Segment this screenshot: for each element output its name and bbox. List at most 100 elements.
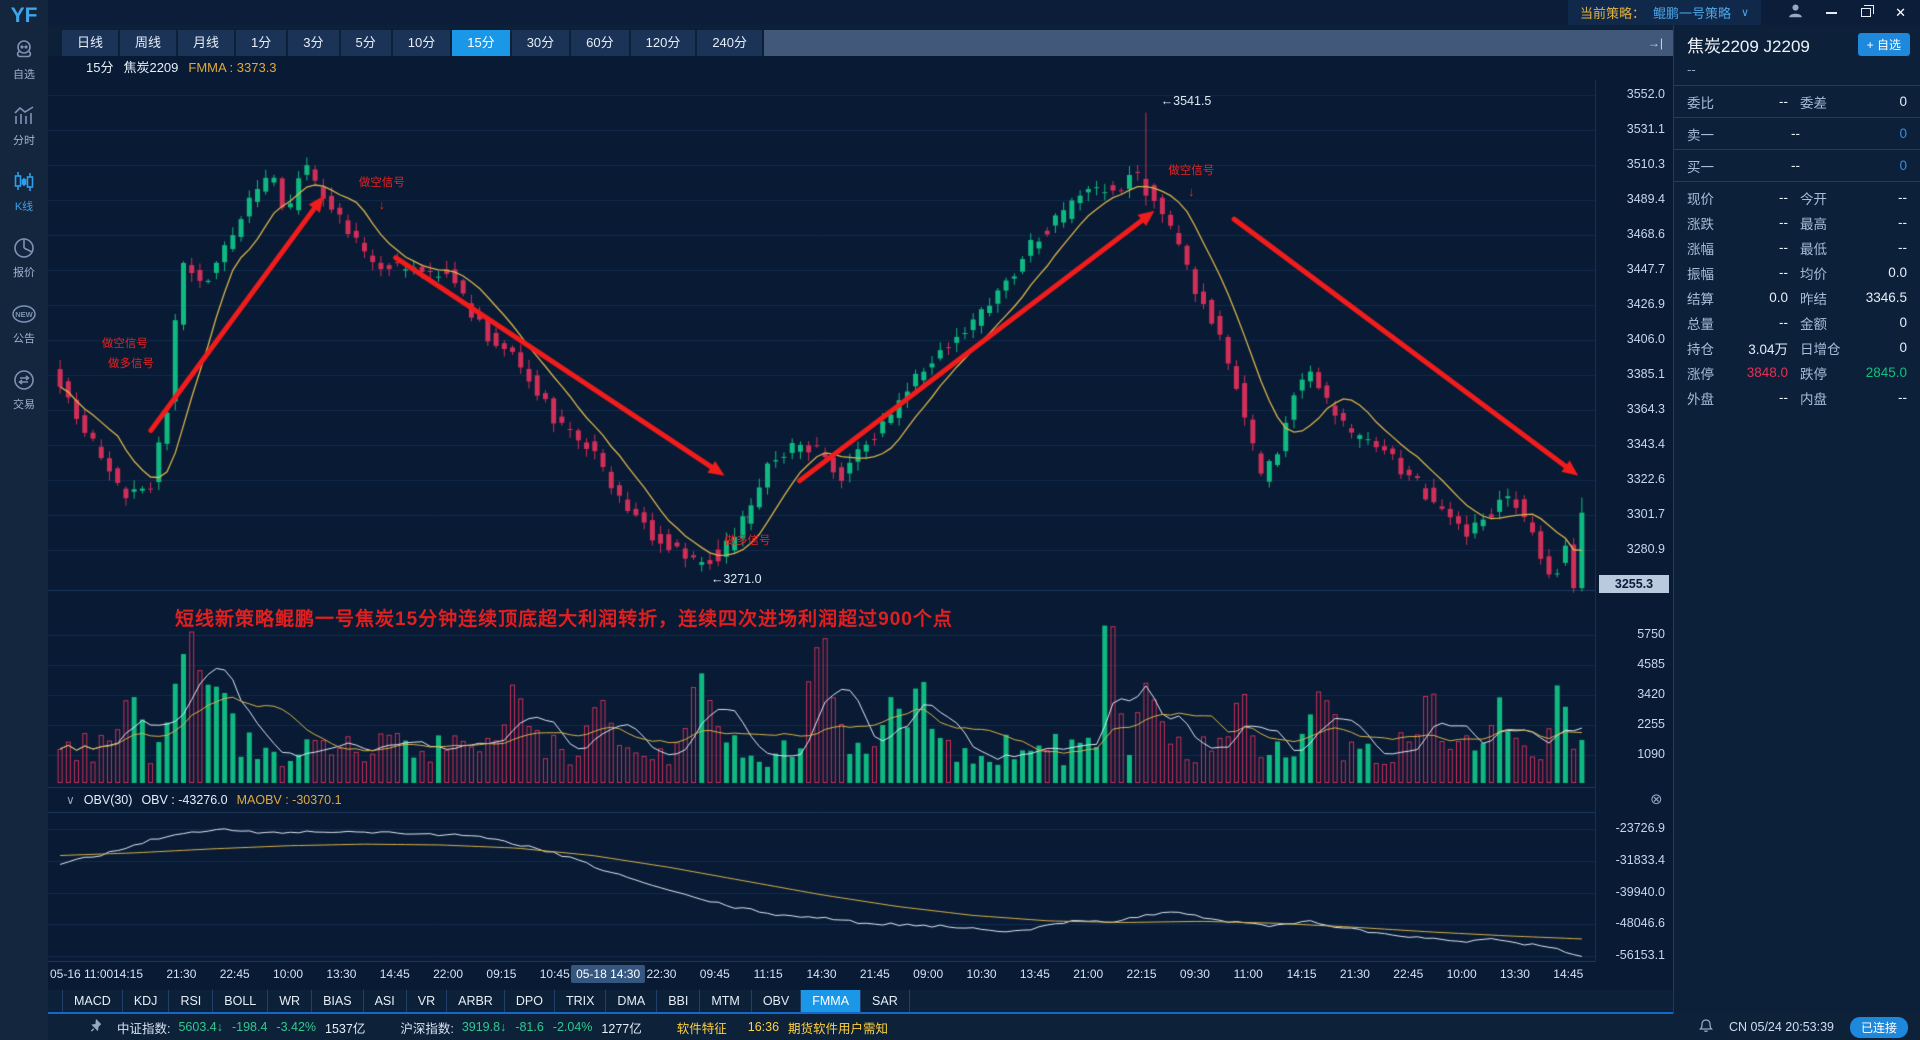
notice-link[interactable]: 期货软件用户需知 xyxy=(788,1021,889,1036)
indicator-tab-BIAS[interactable]: BIAS xyxy=(312,990,364,1012)
indicator-tab-ARBR[interactable]: ARBR xyxy=(447,990,505,1012)
close-button[interactable]: ✕ xyxy=(1895,5,1906,20)
indicator-tab-SAR[interactable]: SAR xyxy=(861,990,910,1012)
quote-row: 涨幅 -- 最低 -- xyxy=(1674,235,1920,260)
indicator-tab-RSI[interactable]: RSI xyxy=(169,990,214,1012)
pie-chart-icon xyxy=(12,236,36,260)
user-icon[interactable] xyxy=(1787,2,1804,24)
connection-status-badge[interactable]: 已连接 xyxy=(1849,1016,1908,1038)
quote-label: 跌停 xyxy=(1800,366,1827,382)
quote-label: 最低 xyxy=(1800,241,1827,257)
quote-row: 涨跌 -- 最高 -- xyxy=(1674,210,1920,235)
time-axis-label: 14:15 xyxy=(113,967,144,981)
quote-value: 0 xyxy=(1899,315,1907,330)
price-axis-label: 3510.3 xyxy=(1626,157,1665,171)
restore-button[interactable] xyxy=(1861,5,1875,17)
svg-text:NEW: NEW xyxy=(15,310,33,319)
quote-row: 现价 -- 今开 -- xyxy=(1674,185,1920,210)
sidebar-item-quotes[interactable]: 报价 xyxy=(12,236,36,280)
period-tab-日线[interactable]: 日线 xyxy=(62,30,119,56)
period-tab-60分[interactable]: 60分 xyxy=(571,30,629,56)
sidebar-item-label: 公告 xyxy=(13,333,35,345)
quote-value: 0 xyxy=(1899,340,1907,355)
indicator-tab-FMMA[interactable]: FMMA xyxy=(801,990,862,1012)
indicator-tab-VR[interactable]: VR xyxy=(407,990,448,1012)
quote-panel: 焦炭2209 J2209 + 自选 -- 委比 -- 委差 0 卖一 -- 0 买一 -- 0 现价… xyxy=(1673,25,1920,1014)
obv-axis-label: -39940.0 xyxy=(1615,884,1665,899)
status-bar: 中证指数: 5603.4↓ -198.4 -3.42% 1537亿 沪深指数: … xyxy=(48,1014,1920,1040)
collapse-pane-icon[interactable]: ∨ xyxy=(66,793,75,807)
period-tab-240分[interactable]: 240分 xyxy=(697,30,763,56)
quote-value: -- xyxy=(1779,215,1788,230)
candlestick-chart-canvas[interactable] xyxy=(48,80,1595,962)
quote-value: -- xyxy=(1779,265,1788,280)
period-tab-15分[interactable]: 15分 xyxy=(452,30,510,56)
quote-value: -- xyxy=(1898,215,1907,230)
sidebar-item-trade[interactable]: 交易 xyxy=(12,368,36,412)
price-axis-label: 3280.9 xyxy=(1626,542,1665,556)
price-axis-label: 3531.1 xyxy=(1626,122,1665,136)
time-axis-label: 11:00 xyxy=(1233,967,1263,981)
price-axis-label: 3364.3 xyxy=(1626,402,1665,416)
price-axis-label: 3406.0 xyxy=(1626,332,1665,346)
obv-axis-label: -31833.4 xyxy=(1615,852,1665,867)
indicator-tab-KDJ[interactable]: KDJ xyxy=(123,990,170,1012)
pin-icon[interactable] xyxy=(90,1018,103,1036)
obv-axis-label: -48046.6 xyxy=(1615,916,1665,931)
quote-value: 0.0 xyxy=(1888,265,1907,280)
time-axis-label: 22:45 xyxy=(1393,967,1424,981)
time-axis-label: 13:45 xyxy=(1019,967,1050,981)
index-change: -198.4 xyxy=(231,1020,268,1034)
close-pane-icon[interactable]: ⊗ xyxy=(1650,791,1663,808)
period-tab-1分[interactable]: 1分 xyxy=(236,30,287,56)
sidebar-item-kline[interactable]: K线 xyxy=(12,170,36,214)
indicator-tab-BOLL[interactable]: BOLL xyxy=(213,990,269,1012)
period-tab-10分[interactable]: 10分 xyxy=(392,30,451,56)
quote-value: 2845.0 xyxy=(1865,365,1907,380)
indicator-tab-MACD[interactable]: MACD xyxy=(62,990,123,1012)
strategy-selector[interactable]: 当前策略： 鲲鹏一号策略 ∨ xyxy=(1568,0,1762,25)
collapse-panel-icon[interactable]: →| xyxy=(1647,36,1663,50)
time-axis-label: 05-18 14:30 xyxy=(571,965,646,983)
time-axis-label: 14:30 xyxy=(806,967,837,981)
feature-link[interactable]: 软件特征 xyxy=(676,1021,727,1036)
obv-axis-label: -23726.9 xyxy=(1615,821,1665,835)
volume-axis-label: 3420 xyxy=(1637,686,1665,701)
add-watchlist-button[interactable]: + 自选 xyxy=(1857,33,1910,56)
indicator-tab-bar: MACD KDJ RSI BOLL WR BIAS ASI VR ARBR DPO TRIX DMA B… xyxy=(48,990,1673,1014)
person-icon xyxy=(12,38,36,62)
indicator-tab-DPO[interactable]: DPO xyxy=(505,990,555,1012)
time-axis-label: 10:45 xyxy=(539,967,570,981)
index-label: 中证指数: xyxy=(117,1021,171,1036)
period-tab-周线[interactable]: 周线 xyxy=(120,30,177,56)
period-tab-120分[interactable]: 120分 xyxy=(630,30,696,56)
period-tab-月线[interactable]: 月线 xyxy=(178,30,235,56)
period-tab-5分[interactable]: 5分 xyxy=(340,30,391,56)
time-axis-label: 09:45 xyxy=(699,967,730,981)
period-tab-3分[interactable]: 3分 xyxy=(288,30,339,56)
quote-value: 3848.0 xyxy=(1746,365,1788,380)
strategy-label: 当前策略： xyxy=(1580,6,1646,21)
quote-row: 外盘 -- 内盘 -- xyxy=(1674,385,1920,410)
indicator-tab-BBI[interactable]: BBI xyxy=(657,990,701,1012)
obv-value: OBV : -43276.0 xyxy=(141,793,228,807)
indicator-tab-DMA[interactable]: DMA xyxy=(606,990,658,1012)
minimize-button[interactable] xyxy=(1826,11,1838,14)
time-axis: 05-16 11:00 14:15 21:30 22:45 10:00 13:30 14:4… xyxy=(48,962,1595,990)
sidebar-item-announcements[interactable]: NEW 公告 xyxy=(10,302,38,346)
quote-label: 总量 xyxy=(1687,316,1714,332)
indicator-tab-WR[interactable]: WR xyxy=(268,990,313,1012)
period-tab-30分[interactable]: 30分 xyxy=(511,30,570,56)
quote-label: 涨幅 xyxy=(1687,241,1714,257)
indicator-tab-ASI[interactable]: ASI xyxy=(364,990,407,1012)
price-axis-label: 3385.1 xyxy=(1626,367,1665,381)
bell-icon[interactable] xyxy=(1698,1018,1714,1036)
indicator-tab-MTM[interactable]: MTM xyxy=(700,990,752,1012)
sidebar-item-intraday[interactable]: 分时 xyxy=(12,104,36,148)
index-value: 3919.8↓ xyxy=(461,1020,507,1034)
time-axis-label: 22:45 xyxy=(219,967,250,981)
indicator-tab-TRIX[interactable]: TRIX xyxy=(555,990,607,1012)
sidebar-item-watchlist[interactable]: 自选 xyxy=(12,38,36,82)
indicator-tab-OBV[interactable]: OBV xyxy=(752,990,802,1012)
